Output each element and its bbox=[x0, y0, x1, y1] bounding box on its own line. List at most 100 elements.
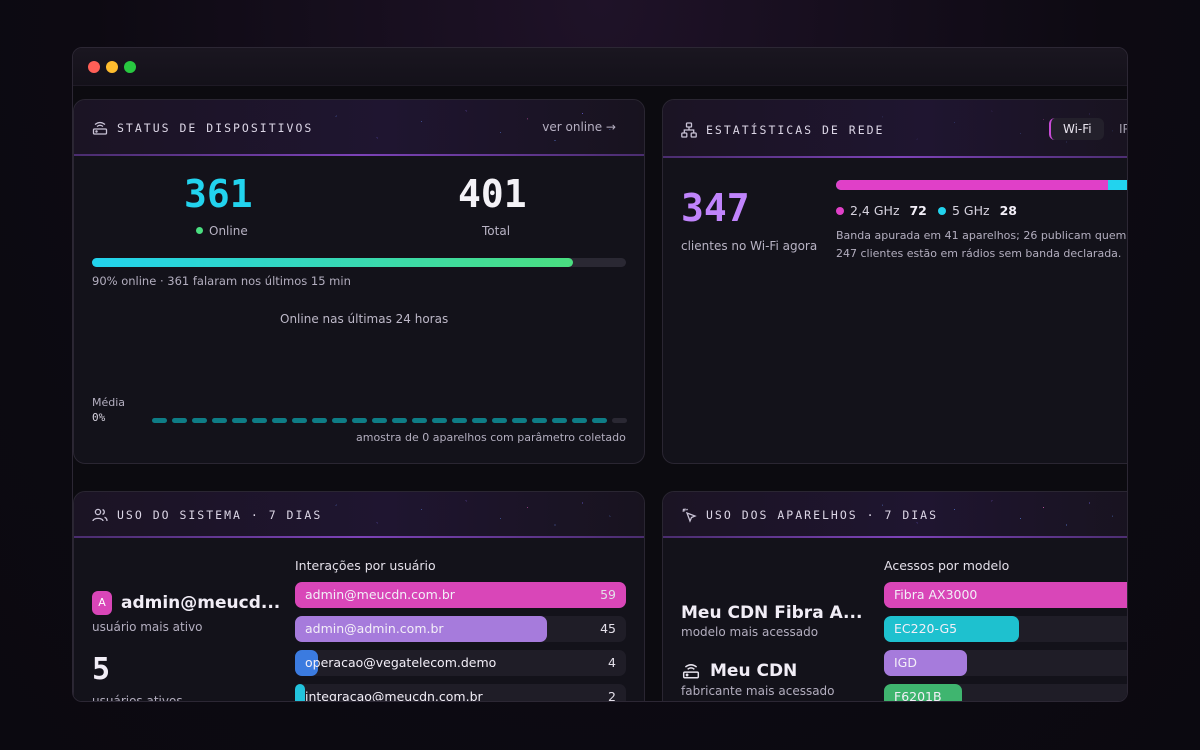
close-window-button[interactable] bbox=[88, 61, 100, 73]
sparkline-segment bbox=[452, 418, 467, 423]
maximize-window-button[interactable] bbox=[124, 61, 136, 73]
sparkline-segment bbox=[212, 418, 227, 423]
sparkline-segment bbox=[312, 418, 327, 423]
card-title: STATUS DE DISPOSITIVOS bbox=[117, 121, 314, 135]
interaction-user: admin@admin.com.br bbox=[305, 621, 444, 636]
sparkline-segment bbox=[572, 418, 587, 423]
card-header: USO DO SISTEMA · 7 DIAS bbox=[74, 492, 644, 538]
top-model-name: Meu CDN Fibra A... bbox=[681, 603, 863, 623]
user-avatar: A bbox=[92, 591, 112, 615]
model-row[interactable]: EC220-G5 bbox=[884, 616, 1127, 642]
top-vendor-name: Meu CDN bbox=[710, 661, 798, 681]
title-bar bbox=[73, 48, 1127, 86]
sparkline-segment bbox=[372, 418, 387, 423]
sparkline-segment bbox=[352, 418, 367, 423]
average-value: 0% bbox=[92, 411, 106, 424]
sparkline-segment bbox=[412, 418, 427, 423]
interaction-count: 2 bbox=[608, 689, 616, 702]
card-header: STATUS DE DISPOSITIVOS ver online → bbox=[74, 100, 644, 156]
top-model-label: modelo mais acessado bbox=[681, 625, 819, 639]
device-status-card: STATUS DE DISPOSITIVOS ver online → 361 … bbox=[73, 99, 645, 464]
model-name: EC220-G5 bbox=[894, 621, 958, 636]
card-title: USO DOS APARELHOS · 7 DIAS bbox=[706, 508, 939, 522]
interaction-user: operacao@vegatelecom.demo bbox=[305, 655, 497, 670]
wifi-clients-count: 347 bbox=[681, 186, 750, 230]
card-title: USO DO SISTEMA · 7 DIAS bbox=[117, 508, 323, 522]
card-title: ESTATÍSTICAS DE REDE bbox=[706, 123, 885, 137]
tab-ip[interactable]: IP bbox=[1119, 122, 1127, 136]
sparkline-segment bbox=[172, 418, 187, 423]
wifi-clients-label: clientes no Wi-Fi agora bbox=[681, 239, 818, 253]
online-label: Online bbox=[196, 224, 248, 238]
progress-caption: 90% online · 361 falaram nos últimos 15 … bbox=[92, 274, 351, 288]
sparkline-segment bbox=[392, 418, 407, 423]
sparkline-segment bbox=[532, 418, 547, 423]
sparkline-segment bbox=[592, 418, 607, 423]
band-24-value: 72 bbox=[909, 203, 927, 218]
sparkline-segment bbox=[512, 418, 527, 423]
top-user-label: usuário mais ativo bbox=[92, 620, 203, 634]
users-icon bbox=[92, 508, 108, 522]
band-note-line2: 247 clientes estão em rádios sem banda d… bbox=[836, 247, 1122, 260]
band-5-dot bbox=[938, 207, 946, 215]
active-users-label: usuários ativos bbox=[92, 694, 183, 702]
model-row[interactable]: IGD bbox=[884, 650, 1127, 676]
band-split-bar bbox=[836, 180, 1127, 190]
interactions-title: Interações por usuário bbox=[295, 558, 436, 573]
band-24-legend: 2,4 GHz 72 bbox=[836, 203, 927, 218]
models-title: Acessos por modelo bbox=[884, 558, 1010, 573]
total-count: 401 bbox=[458, 172, 527, 216]
sparkline-segment bbox=[332, 418, 347, 423]
top-user-name: admin@meucd... bbox=[121, 593, 281, 613]
band-note-line1: Banda apurada em 41 aparelhos; 26 public… bbox=[836, 229, 1128, 242]
card-header: ESTATÍSTICAS DE REDE Wi-Fi IP bbox=[663, 100, 1127, 158]
band-5-value: 28 bbox=[999, 203, 1017, 218]
average-label: Média bbox=[92, 396, 126, 409]
interaction-count: 45 bbox=[600, 621, 616, 636]
sparkline-segment bbox=[232, 418, 247, 423]
interaction-bar-fill bbox=[295, 582, 626, 608]
active-users-count: 5 bbox=[92, 652, 111, 687]
total-label: Total bbox=[482, 224, 511, 238]
sparkline-segment bbox=[192, 418, 207, 423]
online-progress-bar bbox=[92, 258, 626, 267]
router-icon bbox=[92, 121, 108, 135]
device-usage-card: USO DOS APARELHOS · 7 DIAS Meu CDN Fibra… bbox=[662, 491, 1127, 702]
view-online-link[interactable]: ver online → bbox=[542, 120, 616, 134]
sparkline-segment bbox=[612, 418, 627, 423]
model-row[interactable]: F6201B bbox=[884, 684, 1127, 702]
tab-wifi[interactable]: Wi-Fi bbox=[1049, 118, 1104, 140]
router-icon bbox=[682, 664, 700, 679]
interaction-row[interactable]: admin@meucdn.com.br 59 bbox=[295, 582, 626, 608]
cursor-click-icon bbox=[682, 508, 697, 523]
interaction-bar-fill bbox=[295, 616, 547, 642]
model-bar-fill bbox=[884, 684, 962, 701]
model-row[interactable]: Fibra AX3000 bbox=[884, 582, 1127, 608]
model-name: F6201B bbox=[894, 689, 942, 702]
online-progress-fill bbox=[92, 258, 573, 267]
sparkline-segment bbox=[272, 418, 287, 423]
interaction-bar-fill bbox=[295, 650, 319, 676]
sparkline-segment bbox=[292, 418, 307, 423]
interaction-user: integracao@meucdn.com.br bbox=[305, 689, 483, 702]
interaction-bar-fill bbox=[295, 684, 305, 701]
interaction-row[interactable]: integracao@meucdn.com.br 2 bbox=[295, 684, 626, 702]
sparkline-segment bbox=[492, 418, 507, 423]
interaction-user: admin@meucdn.com.br bbox=[305, 587, 455, 602]
sparkline-segment bbox=[152, 418, 167, 423]
top-vendor-label: fabricante mais acessado bbox=[681, 684, 835, 698]
interaction-row[interactable]: operacao@vegatelecom.demo 4 bbox=[295, 650, 626, 676]
network-icon bbox=[681, 122, 697, 138]
band-24-dot bbox=[836, 207, 844, 215]
minimize-window-button[interactable] bbox=[106, 61, 118, 73]
model-bar-fill bbox=[884, 650, 967, 676]
chart-title: Online nas últimas 24 horas bbox=[280, 312, 449, 326]
app-window: STATUS DE DISPOSITIVOS ver online → 361 … bbox=[72, 47, 1128, 702]
model-name: IGD bbox=[894, 655, 917, 670]
interaction-row[interactable]: admin@admin.com.br 45 bbox=[295, 616, 626, 642]
online-24h-sparkline bbox=[152, 418, 628, 424]
sparkline-segment bbox=[252, 418, 267, 423]
online-label-text: Online bbox=[209, 224, 248, 238]
interaction-count: 4 bbox=[608, 655, 616, 670]
online-status-dot bbox=[196, 227, 203, 234]
